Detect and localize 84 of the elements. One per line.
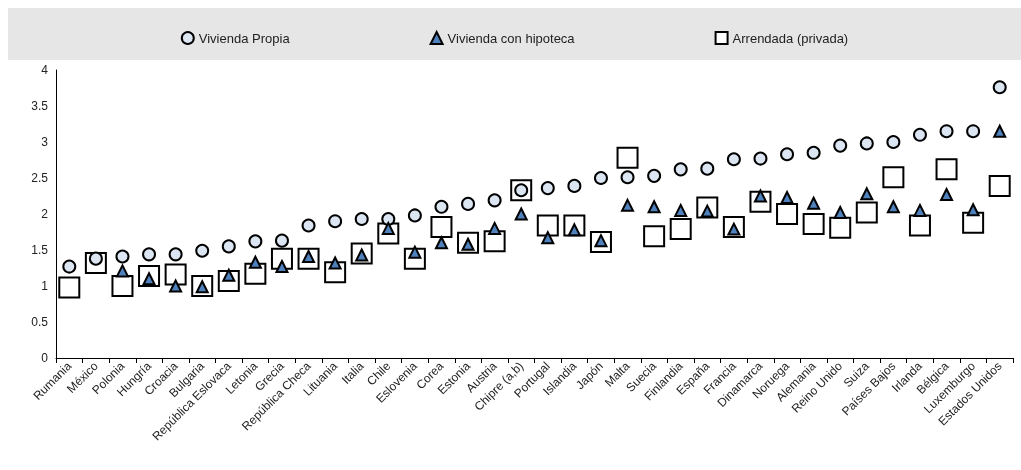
point <box>248 234 263 249</box>
point <box>328 214 343 229</box>
point <box>115 249 130 264</box>
point <box>780 190 794 204</box>
point <box>488 221 502 235</box>
point <box>115 264 129 278</box>
point <box>806 145 821 160</box>
point <box>647 168 662 183</box>
point <box>274 233 289 248</box>
y-tick-label: 1 <box>41 279 49 293</box>
point <box>966 124 981 139</box>
point <box>221 239 236 254</box>
point <box>913 203 927 217</box>
point <box>567 178 582 193</box>
point <box>647 200 661 214</box>
point <box>993 124 1007 138</box>
point <box>434 236 448 250</box>
point <box>381 212 396 227</box>
point <box>540 181 555 196</box>
point <box>700 161 715 176</box>
point <box>62 259 77 274</box>
point <box>301 218 316 233</box>
y-tick-label: 4 <box>41 63 49 77</box>
point <box>940 188 954 202</box>
point <box>908 214 931 237</box>
point <box>430 215 453 238</box>
point <box>988 174 1011 197</box>
point <box>536 214 559 237</box>
point <box>541 231 555 245</box>
point <box>407 208 422 223</box>
point <box>142 247 157 262</box>
legend-label: Vivienda con hipoteca <box>447 30 576 46</box>
y-tick-label: 2.5 <box>31 171 49 185</box>
y-tick-label: 3 <box>41 135 49 149</box>
point <box>753 151 768 166</box>
point <box>886 135 901 149</box>
y-tick-label: 0 <box>41 351 49 365</box>
point <box>780 147 795 162</box>
point <box>860 187 874 201</box>
y-tick-label: 1.5 <box>31 243 49 257</box>
point <box>621 198 635 212</box>
point <box>859 136 874 151</box>
point <box>514 207 528 221</box>
point <box>195 243 210 258</box>
point <box>593 171 608 185</box>
point <box>802 213 825 236</box>
point <box>966 203 980 217</box>
point <box>248 255 262 269</box>
y-tick-label: 0.5 <box>31 315 49 329</box>
point <box>487 193 502 208</box>
point <box>674 203 688 217</box>
point <box>616 146 639 169</box>
point <box>169 279 183 293</box>
legend-label: Arrendada (privada) <box>732 30 849 46</box>
point <box>912 127 927 142</box>
point <box>829 216 852 239</box>
point <box>58 276 81 299</box>
point <box>726 152 741 167</box>
point <box>434 199 449 214</box>
point <box>776 203 799 225</box>
legend-label: Vivienda Propia <box>198 30 291 46</box>
point <box>275 260 289 274</box>
point <box>886 200 900 214</box>
point <box>992 80 1007 95</box>
point <box>935 158 958 181</box>
point <box>620 170 635 185</box>
point <box>164 263 187 286</box>
point <box>855 201 878 224</box>
point <box>328 256 342 270</box>
point <box>673 162 688 177</box>
point <box>833 138 848 153</box>
point <box>669 218 692 241</box>
point <box>461 196 476 211</box>
point <box>807 196 821 210</box>
y-tick-label: 3.5 <box>31 99 49 113</box>
point <box>882 166 905 189</box>
point <box>643 225 666 248</box>
point <box>939 124 954 139</box>
point <box>111 275 134 297</box>
point <box>168 247 183 262</box>
y-tick-label: 2 <box>41 207 49 221</box>
point <box>833 206 847 220</box>
point <box>354 212 369 227</box>
point <box>962 211 985 234</box>
